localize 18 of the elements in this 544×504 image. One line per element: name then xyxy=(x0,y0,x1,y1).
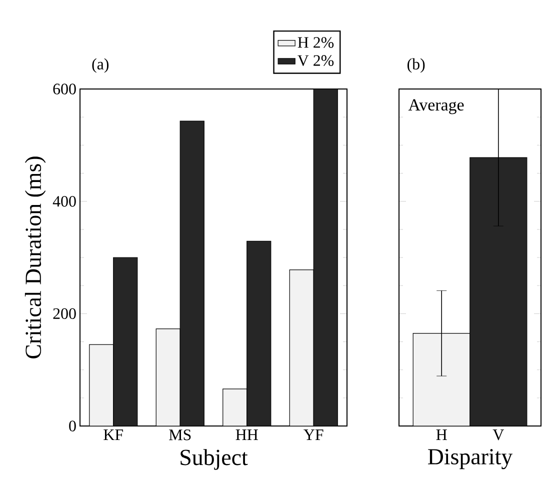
legend-label: V 2% xyxy=(298,55,334,66)
x-tick-label: V xyxy=(492,430,504,440)
x-tick-label: YF xyxy=(304,430,324,440)
legend-label: H 2% xyxy=(298,37,334,48)
x-tick-label: KF xyxy=(104,430,123,440)
y-tick-label: 600 xyxy=(53,84,76,94)
chart-title: (a) xyxy=(92,58,109,73)
x-axis-title: Disparity xyxy=(428,449,513,470)
annotation: Average xyxy=(408,99,464,114)
x-tick-label: HH xyxy=(236,430,258,440)
y-axis-title: Critical Duration (ms) xyxy=(24,156,46,358)
chart-title: (b) xyxy=(407,58,425,73)
x-tick-label: MS xyxy=(169,430,191,440)
y-tick-label: 0 xyxy=(69,420,76,432)
y-tick-label: 400 xyxy=(52,196,76,207)
y-tick-label: 200 xyxy=(53,308,76,320)
x-tick-label: H xyxy=(436,430,447,440)
x-axis-title: Subject xyxy=(180,449,248,470)
